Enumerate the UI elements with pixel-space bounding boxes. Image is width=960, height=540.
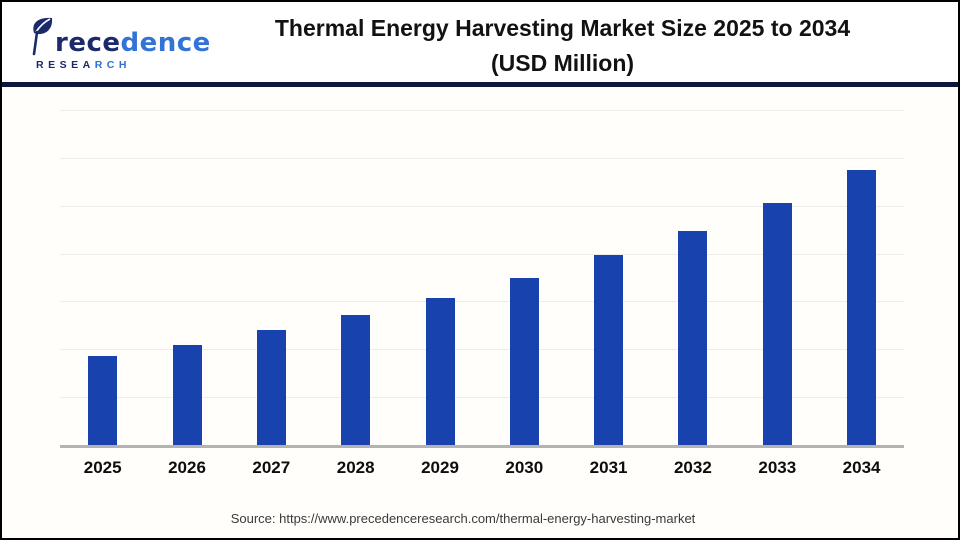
bar-2033 <box>762 202 792 445</box>
x-label-2025: 2025 <box>83 458 122 477</box>
gridline <box>60 349 904 351</box>
bar-2027 <box>256 330 286 445</box>
leaf-p-icon <box>32 17 53 56</box>
x-axis-labels: 2025 2026 2027 2028 2029 2030 2031 2032 2033 2034 <box>60 458 904 480</box>
gridline <box>60 205 904 207</box>
x-label-2032: 2032 <box>673 458 712 477</box>
x-label-2027: 2027 <box>252 458 291 477</box>
gridline <box>60 110 904 111</box>
chart-title: Thermal Energy Harvesting Market Size 20… <box>167 11 958 80</box>
bar-2028 <box>341 315 371 445</box>
bar-2025 <box>88 356 118 445</box>
header-divider <box>2 82 958 87</box>
x-label-2026: 2026 <box>168 458 206 477</box>
x-label-2034: 2034 <box>842 458 881 477</box>
brand-subtext-navy: RESEA <box>36 59 95 71</box>
x-label-2031: 2031 <box>589 458 628 477</box>
brand-text-blue: dence <box>120 28 211 58</box>
source-citation: Source: https://www.precedenceresearch.c… <box>230 511 696 526</box>
gridline <box>60 253 904 255</box>
bar-chart-plot-area <box>60 110 904 448</box>
brand-text: recedence <box>55 30 211 56</box>
gridline <box>60 301 904 303</box>
logo-wordmark: recedence <box>30 16 210 56</box>
header: recedence RESEARCH Thermal Energy Harves… <box>2 2 958 82</box>
brand-text-navy: rece <box>55 28 121 58</box>
x-label-2029: 2029 <box>421 458 459 477</box>
bar-2031 <box>594 255 624 445</box>
x-label-2030: 2030 <box>505 458 544 477</box>
gridline <box>60 397 904 399</box>
chart-title-line1: Thermal Energy Harvesting Market Size 20… <box>274 15 851 41</box>
x-label-2033: 2033 <box>758 458 797 477</box>
bar-2026 <box>172 344 202 445</box>
bar-2029 <box>425 297 455 445</box>
bar-2034 <box>847 169 877 445</box>
x-label-2028: 2028 <box>336 458 375 477</box>
brand-subtext-blue: RCH <box>94 59 131 71</box>
chart-title-line2: (USD Million) <box>490 49 635 76</box>
brand-subtext: RESEARCH <box>36 59 180 71</box>
precedence-research-logo: recedence RESEARCH <box>30 16 210 71</box>
gridline <box>60 157 904 159</box>
bar-2032 <box>678 230 708 445</box>
bar-2030 <box>509 277 539 445</box>
